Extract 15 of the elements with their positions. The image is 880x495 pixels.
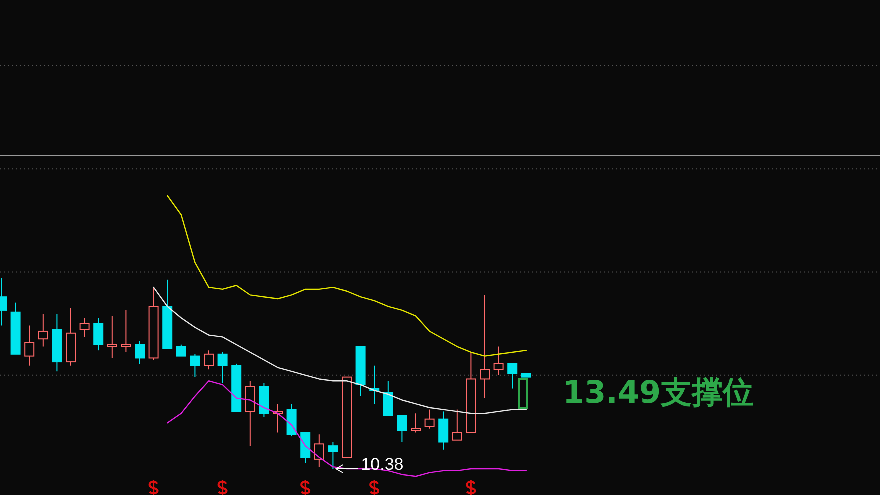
candlestick <box>107 316 118 359</box>
candlestick <box>438 411 449 450</box>
candlestick <box>66 308 76 366</box>
candlestick <box>480 294 490 399</box>
candlestick <box>80 318 90 338</box>
candlestick <box>38 314 48 348</box>
candlestick <box>24 325 35 366</box>
candlestick <box>494 346 504 376</box>
candlestick <box>52 314 62 372</box>
annotation: 10.38 <box>361 455 404 474</box>
candlestick <box>135 340 145 364</box>
text: 13.49支撑位 <box>563 375 754 411</box>
candlestick <box>245 380 256 447</box>
candlestick <box>259 382 270 418</box>
candlestick <box>314 434 324 468</box>
